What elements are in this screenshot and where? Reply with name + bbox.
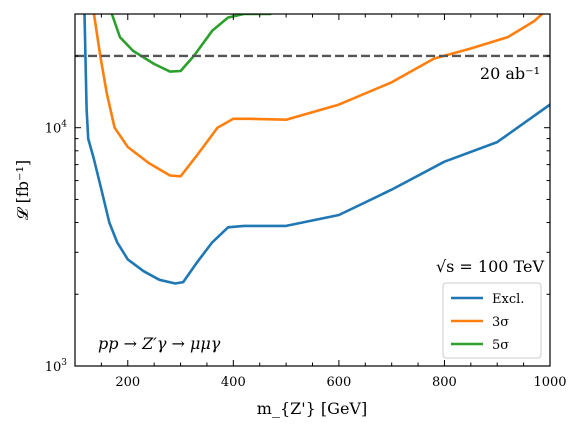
y-axis-label: 𝓛 [fb⁻¹] bbox=[13, 160, 32, 220]
y-tick-label: 103 bbox=[45, 358, 68, 375]
series-line-1 bbox=[92, 14, 544, 178]
process-label: pp → Z′γ → μμγ bbox=[98, 334, 221, 353]
legend-box bbox=[442, 282, 542, 359]
legend-label-2: 5σ bbox=[492, 338, 509, 353]
x-tick-label: 1000 bbox=[533, 375, 566, 390]
y-tick-label: 104 bbox=[45, 120, 68, 137]
x-axis-label: m_{Z'} [GeV] bbox=[257, 399, 367, 418]
legend-label-0: Excl. bbox=[492, 292, 524, 307]
x-tick-label: 200 bbox=[115, 375, 140, 390]
energy-label: √s = 100 TeV bbox=[436, 257, 545, 276]
luminosity-line-label: 20 ab⁻¹ bbox=[480, 64, 540, 83]
series-line-2 bbox=[110, 14, 272, 73]
plot-frame bbox=[74, 13, 551, 367]
series-layer bbox=[83, 14, 550, 285]
legend: Excl. 3σ 5σ bbox=[442, 282, 542, 359]
x-tick-label: 600 bbox=[326, 375, 351, 390]
legend-label-1: 3σ bbox=[492, 315, 509, 330]
series-line-0 bbox=[83, 14, 550, 285]
legend-entries: Excl. 3σ 5σ bbox=[451, 292, 524, 353]
x-tick-label: 800 bbox=[432, 375, 457, 390]
x-tick-label: 400 bbox=[221, 375, 246, 390]
axis-ticks: 200 400 600 800 1000 103 104 bbox=[45, 14, 567, 390]
